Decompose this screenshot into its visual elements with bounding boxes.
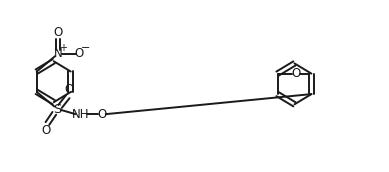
Text: O: O — [75, 47, 84, 60]
Text: O: O — [97, 108, 107, 121]
Text: NH: NH — [72, 108, 89, 121]
Text: N: N — [54, 47, 62, 60]
Text: S: S — [53, 103, 61, 116]
Text: −: − — [81, 43, 90, 53]
Text: O: O — [53, 26, 63, 39]
Text: +: + — [59, 43, 67, 53]
Text: O: O — [291, 67, 300, 80]
Text: O: O — [65, 83, 74, 96]
Text: O: O — [41, 124, 51, 137]
